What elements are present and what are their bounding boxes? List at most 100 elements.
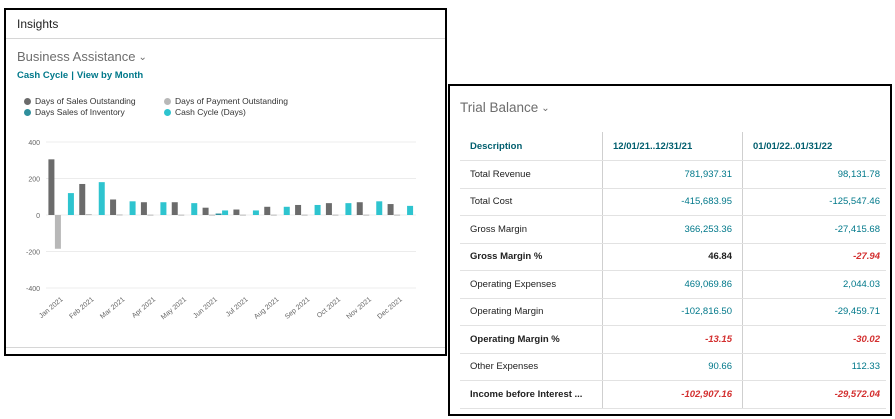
table-row[interactable]: Operating Expenses 469,069.86 2,044.03 bbox=[460, 271, 886, 299]
legend-item-dso[interactable]: Days of Sales Outstanding bbox=[24, 96, 136, 106]
business-assistance-menu[interactable]: Business Assistance ⌄ bbox=[17, 49, 147, 64]
table-row[interactable]: Operating Margin -102,816.50 -29,459.71 bbox=[460, 298, 886, 326]
row-value-period-1[interactable]: -102,907.16 bbox=[602, 381, 742, 408]
row-value-period-1[interactable]: 469,069.86 bbox=[602, 271, 742, 298]
row-value-period-2[interactable]: -30.02 bbox=[742, 326, 886, 353]
separator: | bbox=[71, 70, 74, 81]
bar-days-of-sales-outstanding[interactable] bbox=[295, 204, 302, 215]
table-row[interactable]: Gross Margin % 46.84 -27.94 bbox=[460, 243, 886, 271]
bar-days-of-sales-outstanding[interactable] bbox=[140, 202, 147, 215]
bar-days-of-payment-outstanding[interactable] bbox=[363, 214, 370, 216]
bar-days-of-payment-outstanding[interactable] bbox=[209, 214, 216, 216]
bar-cash-cycle-days-[interactable] bbox=[252, 210, 259, 215]
bar-cash-cycle-days-[interactable] bbox=[376, 201, 383, 215]
x-tick-label: May 2021 bbox=[160, 296, 188, 321]
legend-item-cash-cycle[interactable]: Cash Cycle (Days) bbox=[164, 107, 246, 117]
legend-item-dsi[interactable]: Days Sales of Inventory bbox=[24, 107, 125, 117]
row-value-period-1[interactable]: -415,683.95 bbox=[602, 188, 742, 215]
bar-cash-cycle-days-[interactable] bbox=[283, 206, 290, 215]
chevron-down-icon[interactable]: ⌄ bbox=[541, 103, 550, 114]
row-value-period-2[interactable]: 112.33 bbox=[742, 353, 886, 380]
trial-balance-panel: Trial Balance ⌄ Description 12/01/21..12/… bbox=[448, 84, 892, 416]
bar-days-of-payment-outstanding[interactable] bbox=[147, 214, 154, 216]
bar-days-sales-of-inventory[interactable] bbox=[215, 213, 222, 215]
bar-cash-cycle-days-[interactable] bbox=[314, 204, 321, 215]
bar-days-of-sales-outstanding[interactable] bbox=[48, 159, 55, 215]
header-period-1[interactable]: 12/01/21..12/31/21 bbox=[602, 132, 742, 160]
bar-cash-cycle-days-[interactable] bbox=[222, 210, 229, 215]
bar-cash-cycle-days-[interactable] bbox=[160, 202, 167, 215]
bar-days-of-payment-outstanding[interactable] bbox=[239, 214, 246, 216]
bar-days-of-sales-outstanding[interactable] bbox=[79, 183, 86, 215]
view-by-month-link[interactable]: View by Month bbox=[76, 70, 144, 81]
table-row[interactable]: Gross Margin 366,253.36 -27,415.68 bbox=[460, 216, 886, 244]
x-tick-label: Mar 2021 bbox=[99, 296, 126, 320]
table-row[interactable]: Operating Margin % -13.15 -30.02 bbox=[460, 326, 886, 354]
trial-balance-menu[interactable]: Trial Balance ⌄ bbox=[460, 100, 550, 115]
bar-days-of-sales-outstanding[interactable] bbox=[233, 209, 240, 215]
table-row[interactable]: Income before Interest ... -102,907.16 -29… bbox=[460, 381, 886, 409]
y-tick-label: -400 bbox=[26, 286, 40, 293]
x-tick-label: Jan 2021 bbox=[38, 296, 65, 320]
row-description: Total Revenue bbox=[470, 168, 531, 180]
bar-days-of-payment-outstanding[interactable] bbox=[178, 214, 185, 216]
chevron-down-icon[interactable]: ⌄ bbox=[138, 52, 147, 63]
row-value-period-2[interactable]: 98,131.78 bbox=[742, 161, 886, 188]
row-value-period-2[interactable]: 2,044.03 bbox=[742, 271, 886, 298]
table-row[interactable]: Total Cost -415,683.95 -125,547.46 bbox=[460, 188, 886, 216]
row-value-period-2[interactable]: -27.94 bbox=[742, 243, 886, 270]
bar-days-of-payment-outstanding[interactable] bbox=[116, 214, 123, 216]
row-value-period-1[interactable]: 90.66 bbox=[602, 353, 742, 380]
row-value-period-2[interactable]: -125,547.46 bbox=[742, 188, 886, 215]
bar-cash-cycle-days-[interactable] bbox=[191, 203, 198, 215]
table-row[interactable]: Total Revenue 781,937.31 98,131.78 bbox=[460, 161, 886, 189]
row-description: Operating Expenses bbox=[470, 278, 557, 290]
bar-days-of-payment-outstanding[interactable] bbox=[85, 214, 92, 216]
row-description: Operating Margin % bbox=[470, 333, 560, 345]
bar-days-of-payment-outstanding[interactable] bbox=[301, 214, 308, 216]
bar-days-of-payment-outstanding[interactable] bbox=[394, 214, 401, 216]
row-value-period-1[interactable]: -102,816.50 bbox=[602, 298, 742, 325]
table-row[interactable]: Other Expenses 90.66 112.33 bbox=[460, 353, 886, 381]
bar-days-of-sales-outstanding[interactable] bbox=[325, 203, 332, 215]
row-value-period-1[interactable]: 781,937.31 bbox=[602, 161, 742, 188]
row-description: Gross Margin % bbox=[470, 251, 543, 263]
bar-days-of-payment-outstanding[interactable] bbox=[332, 214, 339, 216]
cash-cycle-link[interactable]: Cash Cycle bbox=[17, 70, 69, 81]
bar-days-of-sales-outstanding[interactable] bbox=[264, 206, 271, 215]
row-value-period-2[interactable]: -29,459.71 bbox=[742, 298, 886, 325]
row-value-period-1[interactable]: 366,253.36 bbox=[602, 216, 742, 243]
x-tick-label: Jul 2021 bbox=[225, 296, 250, 318]
bar-days-of-sales-outstanding[interactable] bbox=[356, 202, 363, 215]
legend-item-dpo[interactable]: Days of Payment Outstanding bbox=[164, 96, 288, 106]
bar-days-of-sales-outstanding[interactable] bbox=[387, 204, 394, 215]
y-tick-label: -200 bbox=[26, 250, 40, 257]
trial-balance-title: Trial Balance bbox=[460, 100, 539, 115]
x-tick-label: Oct 2021 bbox=[316, 296, 342, 320]
bar-cash-cycle-days-[interactable] bbox=[67, 193, 74, 215]
panel-divider bbox=[6, 347, 445, 348]
bar-days-of-sales-outstanding[interactable] bbox=[171, 202, 178, 215]
row-value-period-2[interactable]: -27,415.68 bbox=[742, 216, 886, 243]
y-tick-label: 200 bbox=[28, 177, 40, 184]
bar-cash-cycle-days-[interactable] bbox=[345, 203, 352, 215]
row-value-period-1[interactable]: -13.15 bbox=[602, 326, 742, 353]
trial-balance-table: Description 12/01/21..12/31/21 01/01/22.… bbox=[460, 132, 886, 409]
bar-cash-cycle-days-[interactable] bbox=[129, 201, 136, 215]
chart-options: Cash Cycle | View by Month bbox=[17, 70, 143, 81]
header-period-2[interactable]: 01/01/22..01/31/22 bbox=[742, 132, 886, 160]
bar-days-of-sales-outstanding[interactable] bbox=[202, 207, 209, 215]
legend-dot-icon bbox=[24, 108, 31, 116]
bar-days-of-sales-outstanding[interactable] bbox=[110, 199, 117, 215]
header-description[interactable]: Description bbox=[470, 140, 523, 152]
bar-days-of-payment-outstanding[interactable] bbox=[270, 214, 277, 216]
y-tick-label: 400 bbox=[28, 140, 40, 147]
row-value-period-1[interactable]: 46.84 bbox=[602, 243, 742, 270]
row-value-period-2[interactable]: -29,572.04 bbox=[742, 381, 886, 408]
bar-days-of-payment-outstanding[interactable] bbox=[54, 215, 61, 249]
y-tick-label: 0 bbox=[36, 213, 40, 220]
row-description: Other Expenses bbox=[470, 361, 539, 373]
bar-cash-cycle-days-[interactable] bbox=[98, 182, 105, 215]
bar-cash-cycle-days-[interactable] bbox=[407, 205, 414, 215]
